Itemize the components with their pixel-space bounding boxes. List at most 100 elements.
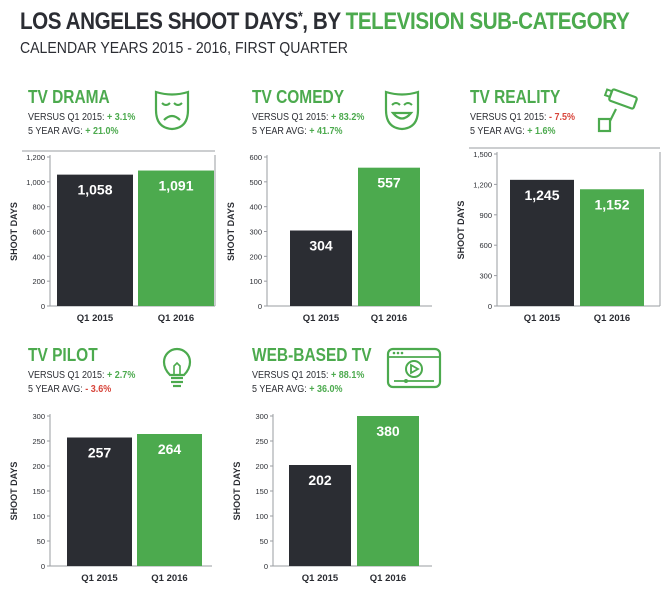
bar-q1-2015 (67, 437, 132, 566)
avg-stat: 5 YEAR AVG: + 1.6% (470, 126, 556, 137)
versus-stat: VERSUS Q1 2015: + 2.7% (28, 370, 136, 381)
y-axis-label: SHOOT DAYS (9, 202, 19, 261)
bar-value-label: 557 (377, 175, 401, 191)
y-tick-label: 400 (249, 203, 262, 212)
panel-title: TV DRAMA (28, 87, 110, 107)
comedy-mask-icon (384, 90, 420, 131)
bar-value-label: 202 (308, 472, 332, 488)
y-tick-label: 600 (32, 228, 45, 237)
y-axis-label: SHOOT DAYS (9, 462, 19, 521)
video-player-icon (386, 347, 442, 389)
versus-stat: VERSUS Q1 2015: - 7.5% (470, 112, 576, 123)
x-tick-label: Q1 2015 (302, 573, 339, 584)
panel-tv-pilot: TV PILOT VERSUS Q1 2015: + 2.7% 5 YEAR A… (28, 345, 228, 595)
avg-stat: 5 YEAR AVG: + 36.0% (252, 384, 343, 395)
y-tick-label: 200 (32, 277, 45, 286)
y-tick-label: 300 (249, 228, 262, 237)
y-tick-label: 50 (37, 537, 45, 546)
y-tick-label: 0 (41, 302, 45, 311)
bar-value-label: 1,245 (524, 187, 559, 203)
security-camera-icon (597, 88, 638, 133)
y-tick-label: 300 (32, 412, 45, 421)
y-tick-label: 100 (255, 512, 268, 521)
x-tick-label: Q1 2016 (594, 313, 630, 324)
bar-q1-2015 (290, 230, 352, 306)
bar-value-label: 304 (309, 238, 333, 254)
y-axis-label: SHOOT DAYS (456, 201, 466, 260)
y-tick-label: 100 (32, 512, 45, 521)
bar-q1-2016 (138, 170, 214, 306)
bar-q1-2016 (358, 167, 420, 306)
y-tick-label: 0 (41, 562, 45, 571)
y-tick-label: 200 (255, 462, 268, 471)
x-tick-label: Q1 2015 (303, 313, 340, 324)
bar-q1-2016 (137, 434, 202, 566)
panel-web-based-tv: WEB-BASED TV VERSUS Q1 2015: + 88.1% 5 Y… (252, 345, 452, 595)
y-tick-label: 800 (32, 203, 45, 212)
y-tick-label: 600 (479, 241, 492, 250)
y-tick-label: 250 (32, 437, 45, 446)
panel-title: TV REALITY (470, 87, 561, 107)
drama-mask-icon (154, 90, 190, 131)
versus-stat: VERSUS Q1 2015: + 83.2% (252, 112, 365, 123)
panel-tv-comedy: TV COMEDY VERSUS Q1 2015: + 83.2% 5 YEAR… (252, 87, 452, 337)
y-tick-label: 600 (249, 153, 262, 162)
panel-tv-drama: TV DRAMA VERSUS Q1 2015: + 3.1% 5 YEAR A… (28, 87, 228, 337)
y-tick-label: 100 (249, 277, 262, 286)
y-tick-label: 300 (479, 272, 492, 281)
bar-q1-2016 (357, 416, 419, 566)
page-title: LOS ANGELES SHOOT DAYS*, BY TELEVISION S… (20, 8, 630, 35)
y-tick-label: 900 (479, 211, 492, 220)
panel-title: WEB-BASED TV (252, 345, 372, 365)
y-tick-label: 150 (255, 487, 268, 496)
bar-value-label: 264 (158, 441, 182, 457)
y-tick-label: 0 (488, 302, 492, 311)
lightbulb-icon (162, 347, 192, 388)
versus-stat: VERSUS Q1 2015: + 88.1% (252, 370, 365, 381)
y-tick-label: 150 (32, 487, 45, 496)
bar-value-label: 1,152 (594, 196, 629, 212)
y-tick-label: 1,200 (26, 153, 45, 162)
avg-stat: 5 YEAR AVG: + 21.0% (28, 126, 119, 137)
bar-q1-2015 (289, 465, 351, 566)
y-axis-label: SHOOT DAYS (226, 202, 236, 261)
bar-q1-2016 (580, 189, 644, 306)
avg-stat: 5 YEAR AVG: - 3.6% (28, 384, 112, 395)
bar-q1-2015 (510, 179, 574, 306)
y-tick-label: 200 (249, 252, 262, 261)
y-tick-label: 0 (264, 562, 268, 571)
bar-value-label: 380 (376, 423, 400, 439)
y-axis-label: SHOOT DAYS (232, 462, 242, 521)
y-tick-label: 500 (249, 178, 262, 187)
bar-value-label: 257 (88, 445, 112, 461)
x-tick-label: Q1 2015 (81, 573, 118, 584)
y-tick-label: 0 (258, 302, 262, 311)
y-tick-label: 200 (32, 462, 45, 471)
panel-tv-reality: TV REALITY VERSUS Q1 2015: - 7.5% 5 YEAR… (470, 87, 670, 337)
bar-value-label: 1,091 (158, 178, 193, 194)
y-tick-label: 250 (255, 437, 268, 446)
y-tick-label: 50 (260, 537, 268, 546)
x-tick-label: Q1 2015 (77, 313, 114, 324)
y-tick-label: 300 (255, 412, 268, 421)
x-tick-label: Q1 2016 (158, 313, 194, 324)
panel-title: TV COMEDY (252, 87, 345, 107)
x-tick-label: Q1 2015 (524, 313, 561, 324)
y-tick-label: 1,500 (473, 150, 492, 159)
bar-q1-2015 (57, 174, 133, 306)
panel-title: TV PILOT (28, 345, 98, 365)
y-tick-label: 1,200 (473, 180, 492, 189)
x-tick-label: Q1 2016 (151, 573, 187, 584)
y-tick-label: 1,000 (26, 178, 45, 187)
y-tick-label: 400 (32, 252, 45, 261)
x-tick-label: Q1 2016 (370, 573, 406, 584)
versus-stat: VERSUS Q1 2015: + 3.1% (28, 112, 136, 123)
x-tick-label: Q1 2016 (371, 313, 407, 324)
page-subtitle: CALENDAR YEARS 2015 - 2016, FIRST QUARTE… (20, 40, 348, 57)
bar-value-label: 1,058 (77, 182, 112, 198)
